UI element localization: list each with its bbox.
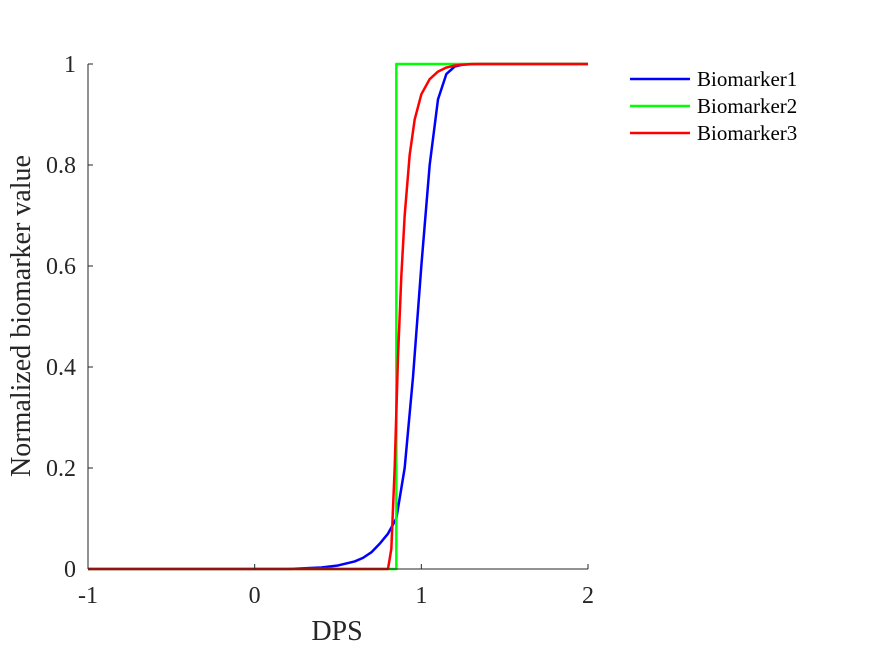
y-tick-label: 0.6 xyxy=(46,254,76,280)
y-tick-label: 0 xyxy=(64,557,76,583)
legend-label-biomarker3: Biomarker3 xyxy=(697,121,797,145)
y-tick-label: 1 xyxy=(64,52,76,78)
legend-label-biomarker1: Biomarker1 xyxy=(697,67,797,91)
y-tick-label: 0.8 xyxy=(46,153,76,179)
x-tick-label: 2 xyxy=(582,583,594,609)
x-tick-label: 1 xyxy=(415,583,427,609)
series-line-biomarker1 xyxy=(88,62,588,571)
series-line-biomarker3 xyxy=(88,62,588,571)
series-line-biomarker2 xyxy=(88,62,588,571)
axes-layer: -1 0 1 200.20.40.60.81 xyxy=(46,52,594,609)
y-tick-label: 0.4 xyxy=(46,355,76,381)
series-layer xyxy=(88,62,588,571)
x-tick-label: 0 xyxy=(249,583,261,609)
x-tick-label: -1 xyxy=(78,583,98,609)
legend: Biomarker1 Biomarker2 Biomarker3 xyxy=(630,67,797,145)
y-axis-label: Normalized biomarker value xyxy=(6,155,37,477)
y-tick-label: 0.2 xyxy=(46,456,76,482)
legend-label-biomarker2: Biomarker2 xyxy=(697,94,797,118)
x-axis-label: DPS xyxy=(311,616,362,647)
